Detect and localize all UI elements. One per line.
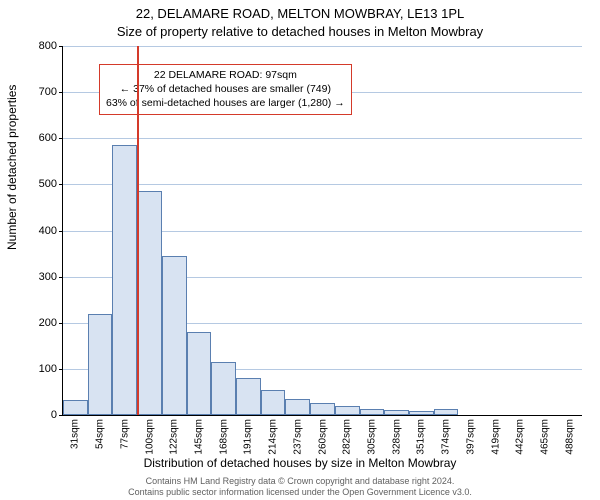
x-tick-label: 191sqm	[243, 419, 254, 455]
annotation-line: ← 37% of detached houses are smaller (74…	[106, 82, 345, 96]
y-tick	[59, 277, 63, 278]
x-tick-label: 237sqm	[292, 419, 303, 455]
histogram-bar	[63, 400, 88, 415]
y-tick-label: 800	[39, 40, 57, 52]
x-axis-title: Distribution of detached houses by size …	[0, 456, 600, 470]
y-tick-label: 200	[39, 317, 57, 329]
histogram-bar	[112, 145, 137, 415]
x-tick-label: 397sqm	[465, 419, 476, 455]
histogram-bar	[384, 410, 409, 415]
y-gridline	[63, 46, 582, 47]
x-tick-label: 305sqm	[366, 419, 377, 455]
histogram-bar	[211, 362, 236, 415]
y-tick	[59, 231, 63, 232]
y-tick-label: 400	[39, 225, 57, 237]
histogram-bar	[360, 409, 385, 415]
x-tick-label: 260sqm	[317, 419, 328, 455]
x-tick-label: 328sqm	[391, 419, 402, 455]
histogram-bar	[285, 399, 310, 415]
y-tick	[59, 184, 63, 185]
y-axis-title: Number of detached properties	[5, 85, 19, 250]
x-tick-label: 54sqm	[95, 419, 106, 449]
y-gridline	[63, 138, 582, 139]
y-tick	[59, 92, 63, 93]
histogram-bar	[162, 256, 187, 415]
x-tick-label: 419sqm	[490, 419, 501, 455]
histogram-bar	[310, 403, 335, 415]
chart-title-sub: Size of property relative to detached ho…	[0, 24, 600, 39]
y-tick-label: 600	[39, 132, 57, 144]
footer-line-1: Contains HM Land Registry data © Crown c…	[0, 476, 600, 486]
histogram-bar	[88, 314, 113, 415]
y-tick-label: 700	[39, 86, 57, 98]
x-tick-label: 442sqm	[515, 419, 526, 455]
histogram-bar	[236, 378, 261, 415]
footer-attribution: Contains HM Land Registry data © Crown c…	[0, 476, 600, 497]
y-tick	[59, 46, 63, 47]
y-tick	[59, 138, 63, 139]
property-marker-line	[137, 46, 139, 415]
y-tick	[59, 415, 63, 416]
histogram-bar	[137, 191, 162, 415]
y-tick	[59, 323, 63, 324]
y-tick-label: 100	[39, 363, 57, 375]
x-tick-label: 214sqm	[268, 419, 279, 455]
x-tick-label: 282sqm	[342, 419, 353, 455]
x-tick-label: 488sqm	[564, 419, 575, 455]
histogram-bar	[409, 411, 434, 415]
x-tick-label: 77sqm	[119, 419, 130, 449]
y-tick	[59, 369, 63, 370]
x-tick-label: 374sqm	[441, 419, 452, 455]
x-tick-label: 145sqm	[193, 419, 204, 455]
y-gridline	[63, 184, 582, 185]
footer-line-2: Contains public sector information licen…	[0, 487, 600, 497]
annotation-line: 63% of semi-detached houses are larger (…	[106, 96, 345, 110]
chart-container: 22, DELAMARE ROAD, MELTON MOWBRAY, LE13 …	[0, 0, 600, 500]
annotation-line: 22 DELAMARE ROAD: 97sqm	[106, 68, 345, 82]
histogram-bar	[335, 406, 360, 415]
x-tick-label: 351sqm	[416, 419, 427, 455]
histogram-bar	[187, 332, 212, 415]
chart-title-main: 22, DELAMARE ROAD, MELTON MOWBRAY, LE13 …	[0, 6, 600, 21]
histogram-bar	[261, 390, 286, 415]
y-tick-label: 500	[39, 178, 57, 190]
x-tick-label: 100sqm	[144, 419, 155, 455]
histogram-bar	[434, 409, 459, 415]
x-tick-label: 31sqm	[70, 419, 81, 449]
x-tick-label: 122sqm	[169, 419, 180, 455]
y-tick-label: 300	[39, 271, 57, 283]
x-tick-label: 168sqm	[218, 419, 229, 455]
x-tick-label: 465sqm	[539, 419, 550, 455]
plot-area: 010020030040050060070080031sqm54sqm77sqm…	[62, 46, 582, 416]
y-tick-label: 0	[51, 409, 57, 421]
